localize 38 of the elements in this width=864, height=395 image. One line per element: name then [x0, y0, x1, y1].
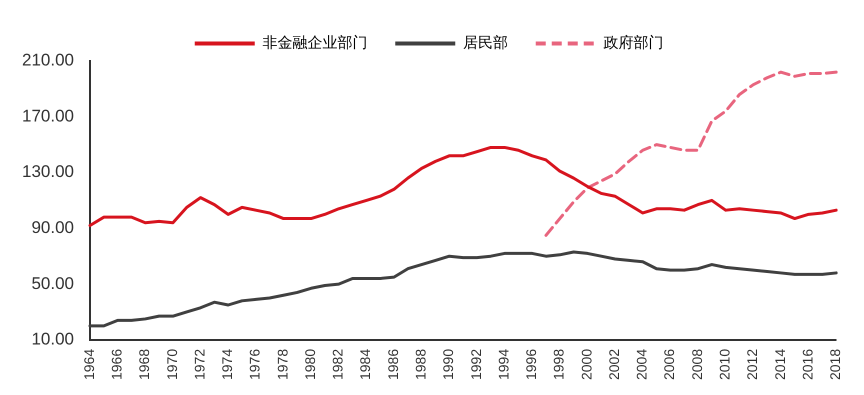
x-tick-label: 1992: [468, 348, 484, 380]
x-tick-label: 1994: [495, 348, 512, 380]
y-tick-label: 170.00: [22, 106, 74, 126]
x-tick-label: 1988: [412, 348, 428, 380]
x-tick-label: 2004: [634, 348, 650, 380]
legend-label: 政府部门: [603, 33, 664, 52]
x-tick-label: 1996: [523, 348, 540, 380]
legend-label: 非金融企业部门: [262, 33, 368, 52]
x-tick-label: 2010: [716, 348, 733, 380]
x-tick-label: 2018: [827, 348, 844, 380]
x-tick-label: 1978: [274, 348, 290, 380]
x-tick-label: 1968: [136, 348, 152, 380]
x-tick-label: 1976: [246, 348, 263, 380]
x-tick-label: 1972: [191, 348, 208, 380]
x-tick-label: 2016: [799, 348, 816, 380]
x-tick-label: 1986: [384, 348, 401, 380]
y-tick-label: 50.00: [31, 274, 74, 293]
x-tick-label: 1966: [108, 348, 124, 380]
x-tick-label: 1970: [164, 348, 180, 380]
x-tick-label: 1964: [80, 348, 97, 380]
x-tick-label: 2014: [772, 348, 788, 380]
x-tick-label: 2000: [578, 348, 594, 380]
x-tick-label: 2008: [688, 348, 705, 380]
legend-label: 居民部: [462, 33, 508, 52]
x-tick-label: 1998: [550, 348, 567, 380]
line-series: [544, 70, 838, 237]
x-tick-label: 1990: [440, 348, 456, 380]
y-tick-label: 10.00: [31, 330, 74, 349]
x-tick-label: 2006: [661, 348, 678, 380]
y-tick-label: 130.00: [22, 162, 74, 182]
x-tick-label: 2012: [744, 348, 760, 380]
x-tick-label: 1982: [330, 348, 346, 380]
x-tick-label: 2002: [606, 348, 622, 380]
x-tick-label: 1980: [302, 348, 318, 380]
y-tick-label: 90.00: [31, 218, 74, 237]
x-tick-label: 1974: [219, 348, 236, 380]
y-tick-label: 210.00: [22, 50, 74, 70]
x-tick-label: 1984: [357, 348, 374, 380]
